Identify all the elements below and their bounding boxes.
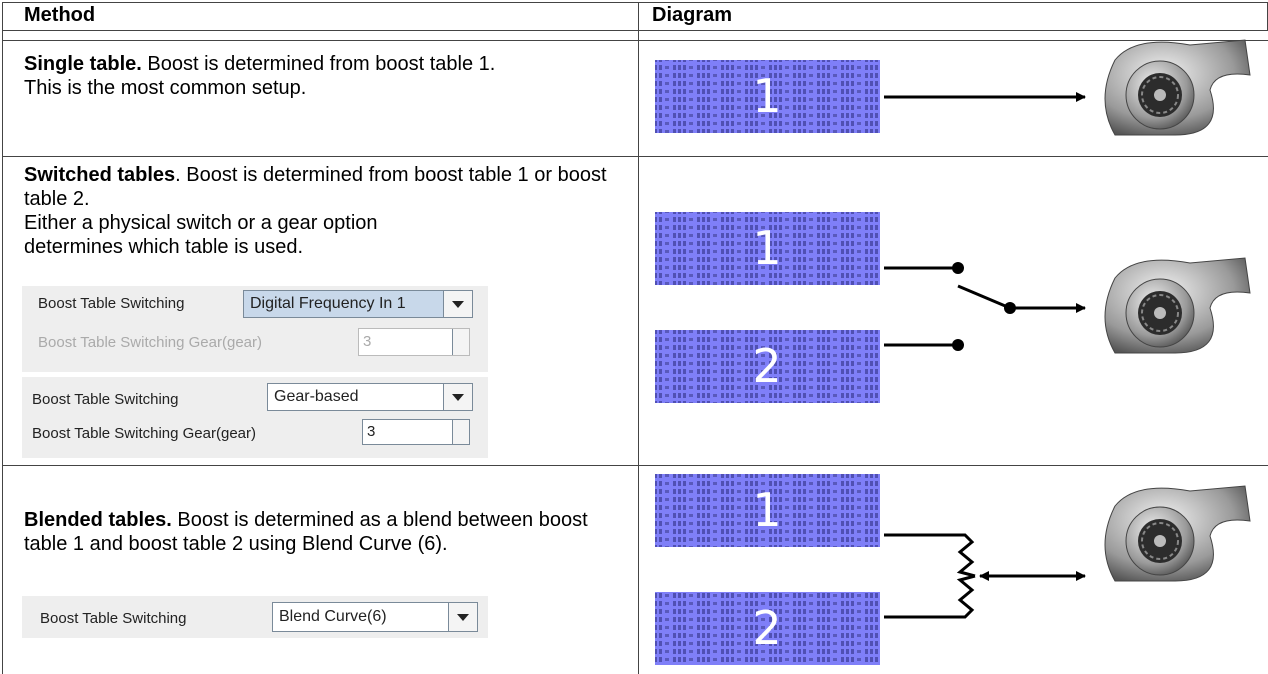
border (2, 2, 3, 674)
table-number: 2 (752, 601, 781, 655)
header-diagram: Diagram (652, 4, 733, 26)
table-number: 1 (752, 69, 781, 123)
border (2, 465, 1268, 466)
method-cell: Blended tables. Boost is determined as a… (24, 508, 634, 556)
border (2, 30, 1268, 31)
method-cell: Switched tables. Boost is determined fro… (24, 163, 634, 259)
border (638, 2, 639, 674)
header-method: Method (24, 4, 96, 26)
setting-combo[interactable]: Digital Frequency In 1 (243, 290, 473, 318)
setting-label: Boost Table Switching (40, 610, 187, 627)
setting-combo[interactable]: Gear-based (267, 383, 473, 411)
setting-label: Boost Table Switching Gear(gear) (32, 425, 257, 442)
method-text: . Boost is determined from boost table 1… (24, 164, 607, 210)
method-lead: Single table. (24, 53, 142, 75)
connector (884, 533, 976, 578)
settings-panel: Boost Table Switching Blend Curve(6) (22, 596, 488, 638)
method-lead: Blended tables. (24, 509, 172, 531)
setting-combo[interactable]: Blend Curve(6) (272, 602, 478, 632)
setting-spinner[interactable]: 3 (358, 328, 470, 356)
method-line: This is the most common setup. (24, 77, 307, 99)
method-lead: Switched tables (24, 164, 176, 186)
setting-label: Boost Table Switching (32, 391, 179, 408)
setting-value: Blend Curve(6) (279, 608, 387, 625)
spin-button[interactable] (452, 329, 469, 355)
method-cell: Single table. Boost is determined from b… (24, 52, 634, 100)
dropdown-arrow[interactable] (443, 291, 472, 317)
turbo-icon (1104, 485, 1251, 582)
setting-value: Gear-based (274, 388, 359, 405)
switch (957, 284, 1011, 310)
dropdown-arrow[interactable] (448, 603, 477, 631)
setting-spinner[interactable]: 3 (362, 419, 470, 445)
table-cells (655, 330, 880, 403)
dropdown-arrow[interactable] (443, 384, 472, 410)
setting-label: Boost Table Switching (38, 295, 185, 312)
method-line: Either a physical switch or a gear optio… (24, 212, 378, 234)
turbo-icon (1104, 39, 1251, 136)
table-number: 1 (752, 483, 781, 537)
table-cells (655, 212, 880, 285)
method-text: Boost is determined from boost table 1. (141, 53, 496, 75)
connector (884, 574, 976, 619)
settings-panel: Boost Table Switching Digital Frequency … (22, 286, 488, 372)
setting-value: 3 (367, 423, 376, 440)
setting-label: Boost Table Switching Gear(gear) (38, 334, 263, 351)
table-cells (655, 592, 880, 665)
method-text: Boost is determined as a blend between b… (24, 509, 588, 555)
method-line: determines which table is used. (24, 236, 304, 258)
table-number: 1 (752, 221, 781, 275)
border (2, 156, 1268, 157)
settings-panel: Boost Table Switching Gear-based Boost T… (22, 377, 488, 458)
switch-dot (1004, 302, 1016, 314)
border (2, 40, 1268, 41)
setting-value: 3 (363, 333, 372, 350)
switch-dot (952, 339, 964, 351)
setting-value: Digital Frequency In 1 (250, 295, 406, 312)
spin-button[interactable] (452, 420, 469, 444)
table-cells (655, 474, 880, 547)
border (2, 2, 1268, 3)
turbo-icon (1104, 257, 1251, 354)
table-cells (655, 60, 880, 133)
switch-dot (952, 262, 964, 274)
table-number: 2 (752, 339, 781, 393)
